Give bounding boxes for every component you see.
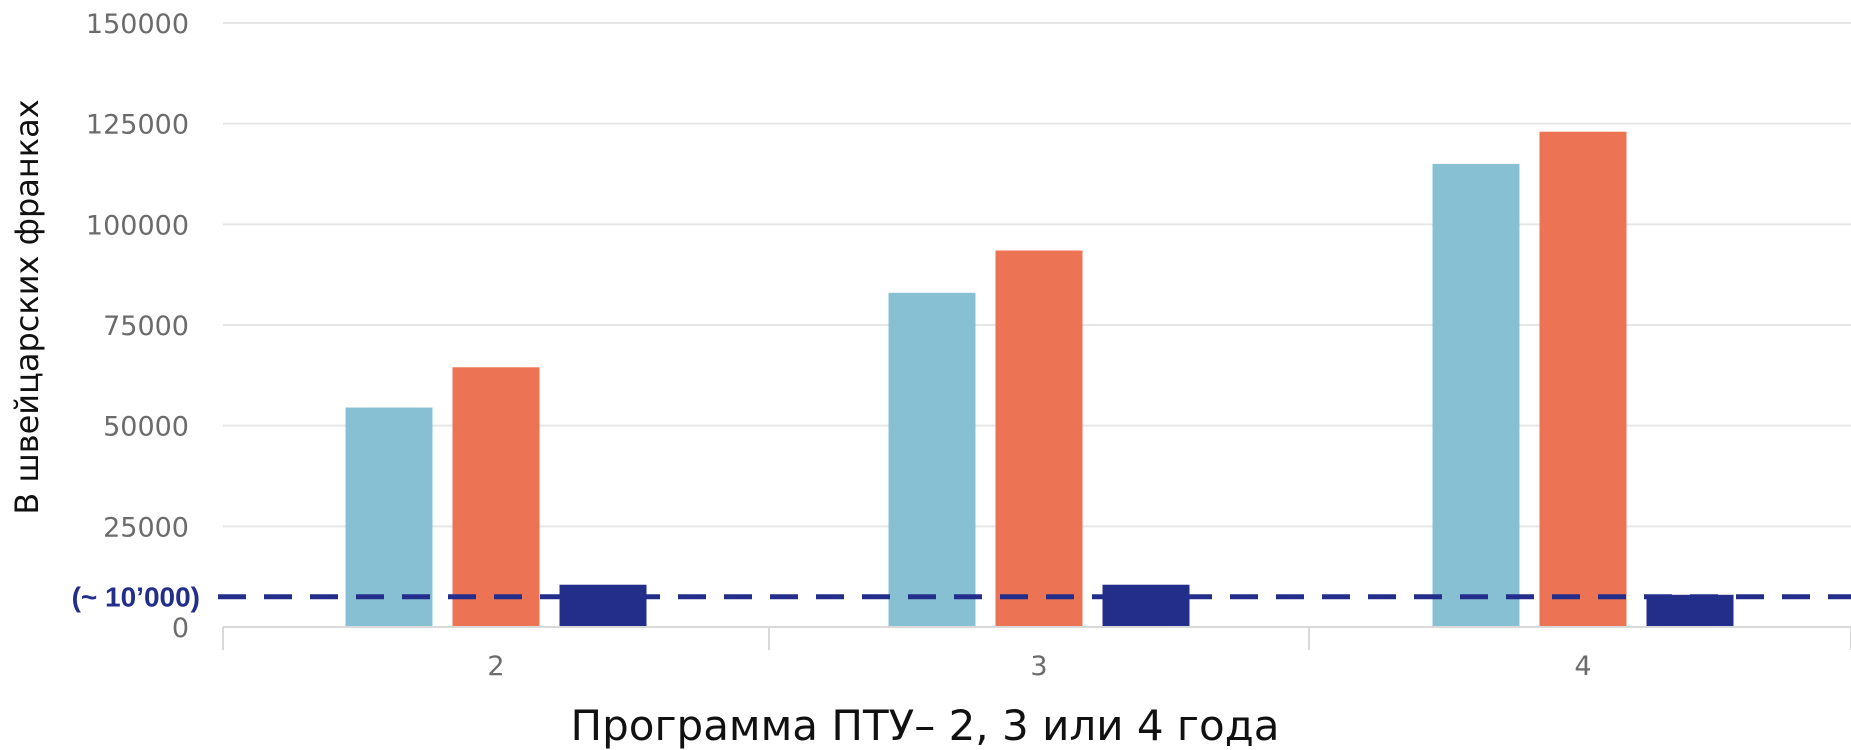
bar <box>888 292 976 627</box>
bar <box>1646 594 1734 627</box>
bar <box>1539 131 1627 627</box>
bar <box>1432 163 1520 627</box>
bars <box>345 131 1734 628</box>
bar <box>1102 584 1190 627</box>
y-axis-ticks: 0 25000 50000 75000 100000 125000 150000 <box>86 9 189 644</box>
bar <box>559 584 647 627</box>
y-tick-label: 100000 <box>86 210 189 241</box>
y-tick-label: 50000 <box>103 412 189 443</box>
reference-line-label: (~ 10’000) <box>72 582 200 613</box>
y-tick-label: 125000 <box>86 110 189 141</box>
bar <box>452 367 540 627</box>
x-axis-ticks: 2 3 4 <box>487 651 1591 682</box>
y-tick-label: 150000 <box>86 9 189 40</box>
y-tick-label: 0 <box>172 613 189 644</box>
bar <box>995 250 1083 628</box>
x-axis-label: Программа ПТУ– 2, 3 или 4 года <box>571 701 1280 750</box>
reference-line-group: (~ 10’000) <box>72 582 1851 613</box>
x-tick-label: 2 <box>487 651 504 682</box>
x-tick-label: 3 <box>1030 651 1047 682</box>
x-axis <box>222 626 1851 650</box>
y-tick-label: 25000 <box>103 512 189 543</box>
bar <box>345 407 433 627</box>
y-tick-label: 75000 <box>103 311 189 342</box>
y-axis-label: В швейцарских франках <box>8 99 46 514</box>
x-tick-label: 4 <box>1574 651 1591 682</box>
